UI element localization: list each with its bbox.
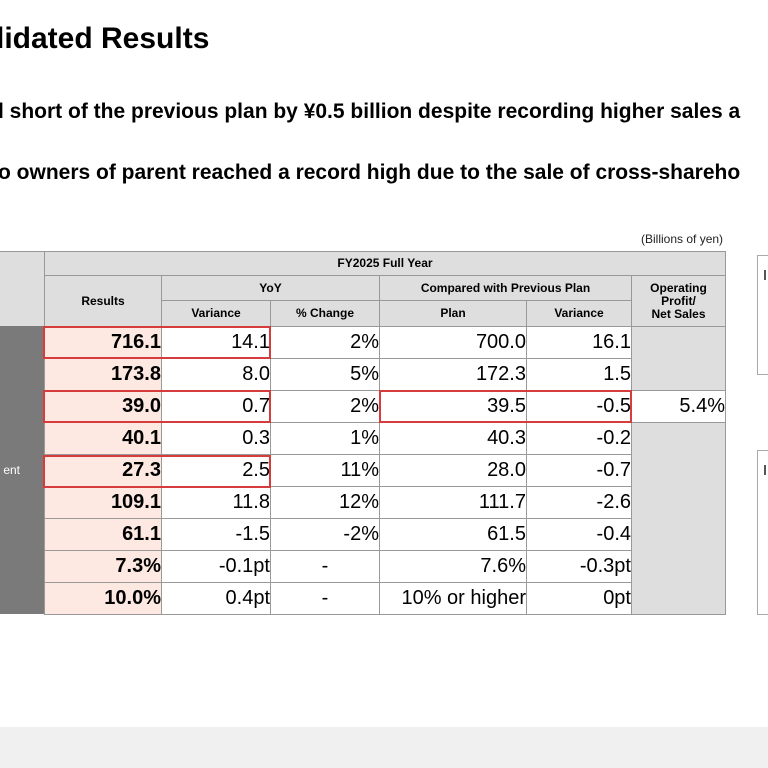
plan-variance-cell: -0.7 xyxy=(526,454,632,487)
margin-blank-cell xyxy=(631,422,726,615)
header-yoy-variance: Variance xyxy=(161,300,271,327)
yoy-variance-cell: -1.5 xyxy=(161,518,271,551)
footer-bar xyxy=(0,727,768,768)
table-row: 109.1 11.8 12% 111.7 -2.6 xyxy=(44,486,726,519)
side-note-box xyxy=(757,255,768,375)
plan-variance-cell: -0.5 xyxy=(526,390,632,423)
results-cell: 10.0% xyxy=(44,582,162,615)
page-title: lidated Results xyxy=(0,22,210,55)
summary-bullet-2: o owners of parent reached a record high… xyxy=(0,161,741,184)
yoy-pct-cell: 5% xyxy=(270,358,380,391)
row-label-column xyxy=(0,326,44,614)
table-row: 27.3 2.5 11% 28.0 -0.7 xyxy=(44,454,726,487)
header-margin: Operating Profit/ Net Sales xyxy=(631,275,726,327)
yoy-variance-cell: 14.1 xyxy=(161,326,271,359)
yoy-pct-cell: 2% xyxy=(270,390,380,423)
plan-cell: 10% or higher xyxy=(379,582,527,615)
plan-variance-cell: 16.1 xyxy=(526,326,632,359)
table-row: 7.3% -0.1pt - 7.6% -0.3pt xyxy=(44,550,726,583)
yoy-pct-cell: - xyxy=(270,582,380,615)
plan-variance-cell: -0.4 xyxy=(526,518,632,551)
header-plan-variance: Variance xyxy=(526,300,632,327)
results-cell: 109.1 xyxy=(44,486,162,519)
yoy-variance-cell: 11.8 xyxy=(161,486,271,519)
plan-variance-cell: 1.5 xyxy=(526,358,632,391)
row-label-partial: ent xyxy=(3,463,20,477)
table-row: 173.8 8.0 5% 172.3 1.5 xyxy=(44,358,726,391)
yoy-pct-cell: -2% xyxy=(270,518,380,551)
row-label-header xyxy=(0,251,44,327)
yoy-pct-cell: - xyxy=(270,550,380,583)
margin-blank-cell xyxy=(631,326,726,391)
results-cell: 7.3% xyxy=(44,550,162,583)
header-margin-line1: Operating xyxy=(650,280,707,295)
yoy-variance-cell: 8.0 xyxy=(161,358,271,391)
header-yoy-pct: % Change xyxy=(270,300,380,327)
plan-cell: 28.0 xyxy=(379,454,527,487)
yoy-variance-cell: 0.4pt xyxy=(161,582,271,615)
plan-cell: 7.6% xyxy=(379,550,527,583)
table-row: 716.1 14.1 2% 700.0 16.1 xyxy=(44,326,726,391)
plan-cell: 172.3 xyxy=(379,358,527,391)
header-period: FY2025 Full Year xyxy=(44,251,726,276)
header-plan-group: Compared with Previous Plan xyxy=(379,275,632,301)
results-cell: 716.1 xyxy=(44,326,162,359)
table-row: 40.1 0.3 1% 40.3 -0.2 xyxy=(44,422,726,615)
results-cell: 40.1 xyxy=(44,422,162,455)
table-row: 61.1 -1.5 -2% 61.5 -0.4 xyxy=(44,518,726,551)
results-cell: 39.0 xyxy=(44,390,162,423)
side-note-box xyxy=(757,450,768,615)
results-cell: 61.1 xyxy=(44,518,162,551)
table-row: 39.0 0.7 2% 39.5 -0.5 5.4% xyxy=(44,390,726,423)
side-note-marker xyxy=(764,465,766,475)
header-margin-line3: Net Sales xyxy=(651,306,706,321)
header-margin-line2: Profit/ xyxy=(661,293,696,308)
yoy-pct-cell: 11% xyxy=(270,454,380,487)
plan-variance-cell: -2.6 xyxy=(526,486,632,519)
operating-margin-cell: 5.4% xyxy=(631,390,726,423)
unit-note: (Billions of yen) xyxy=(641,232,724,246)
header-plan: Plan xyxy=(379,300,527,327)
yoy-variance-cell: -0.1pt xyxy=(161,550,271,583)
plan-variance-cell: -0.3pt xyxy=(526,550,632,583)
yoy-variance-cell: 0.3 xyxy=(161,422,271,455)
yoy-variance-cell: 2.5 xyxy=(161,454,271,487)
yoy-variance-cell: 0.7 xyxy=(161,390,271,423)
plan-cell: 111.7 xyxy=(379,486,527,519)
plan-cell: 700.0 xyxy=(379,326,527,359)
results-cell: 27.3 xyxy=(44,454,162,487)
yoy-pct-cell: 2% xyxy=(270,326,380,359)
summary-bullet-1: l short of the previous plan by ¥0.5 bil… xyxy=(0,100,741,123)
table-row: 10.0% 0.4pt - 10% or higher 0pt xyxy=(44,582,726,615)
results-table: FY2025 Full Year Results YoY Compared wi… xyxy=(44,251,726,615)
header-yoy: YoY xyxy=(161,275,380,301)
results-cell: 173.8 xyxy=(44,358,162,391)
plan-variance-cell: 0pt xyxy=(526,582,632,615)
plan-variance-cell: -0.2 xyxy=(526,422,632,455)
yoy-pct-cell: 1% xyxy=(270,422,380,455)
header-results: Results xyxy=(44,275,162,327)
yoy-pct-cell: 12% xyxy=(270,486,380,519)
plan-cell: 61.5 xyxy=(379,518,527,551)
side-note-marker xyxy=(764,270,766,280)
plan-cell: 39.5 xyxy=(379,390,527,423)
plan-cell: 40.3 xyxy=(379,422,527,455)
